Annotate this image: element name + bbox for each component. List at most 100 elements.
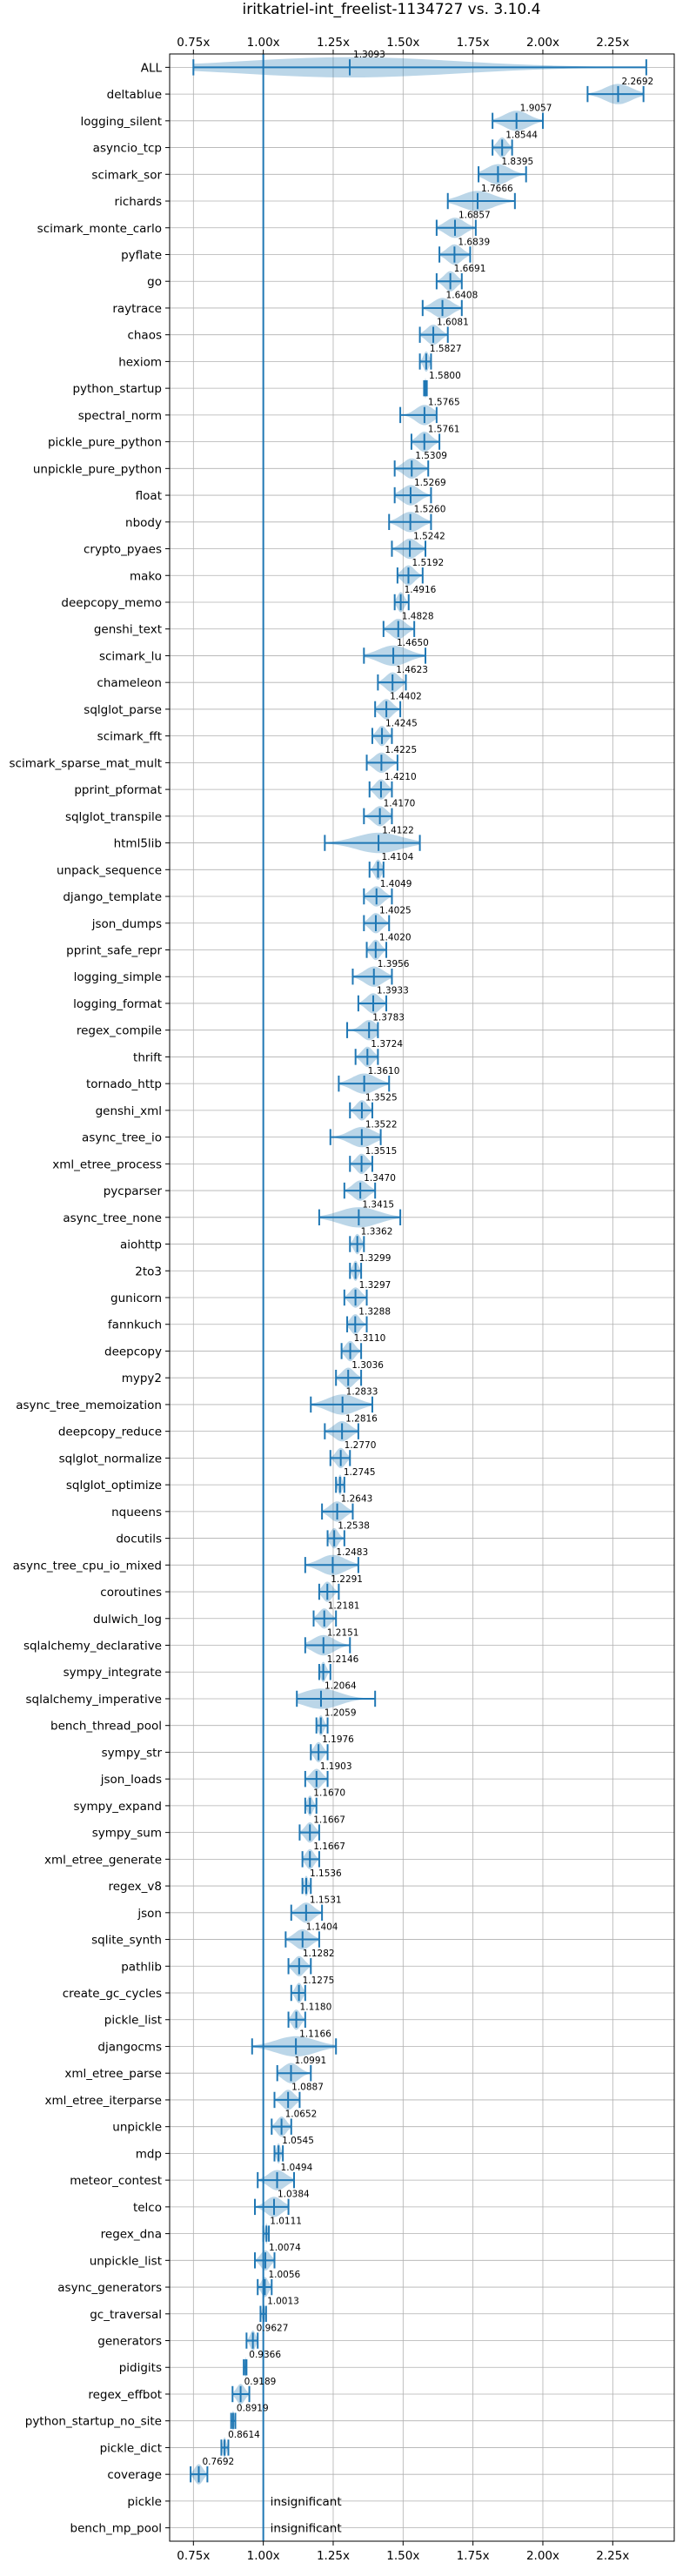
benchmark-label: pickle — [127, 2495, 162, 2509]
x-tick-label-top: 2.25x — [596, 36, 629, 50]
benchmark-label: docutils — [116, 1533, 162, 1546]
benchmark-label: async_tree_memoization — [16, 1399, 162, 1412]
benchmark-label: sqlglot_normalize — [59, 1452, 162, 1466]
insignificant-label: insignificant — [271, 2495, 342, 2509]
benchmark-label: sympy_sum — [92, 1827, 162, 1841]
value-label: 1.3515 — [365, 1146, 398, 1157]
value-label: 1.2151 — [327, 1627, 359, 1638]
benchmark-label: richards — [115, 195, 162, 209]
value-label: 1.0887 — [291, 2083, 324, 2093]
benchmark-label: sympy_expand — [73, 1800, 162, 1814]
benchmark-label: python_startup_no_site — [25, 2415, 162, 2429]
value-label: 1.1670 — [313, 1788, 345, 1799]
value-label: 0.9627 — [257, 2323, 289, 2333]
benchmark-label: nbody — [125, 516, 162, 530]
benchmark-label: dulwich_log — [93, 1613, 162, 1627]
benchmark-label: unpickle_pure_python — [33, 462, 162, 476]
benchmark-label: django_template — [63, 890, 162, 904]
value-label: 1.3297 — [359, 1280, 392, 1291]
value-label: 1.5309 — [415, 451, 447, 461]
value-label: 1.1536 — [310, 1868, 342, 1879]
value-label: 1.7666 — [481, 184, 513, 194]
benchmark-label: sqlglot_transpile — [65, 810, 162, 824]
benchmark-label: sqlite_synth — [91, 1934, 162, 1948]
x-tick-label-top: 1.00x — [247, 36, 280, 50]
value-label: 1.6691 — [454, 264, 486, 274]
benchmark-label: meteor_contest — [70, 2174, 162, 2188]
x-tick-label-bottom: 2.00x — [526, 2549, 559, 2563]
value-label: 1.4049 — [380, 879, 412, 889]
benchmark-label: crypto_pyaes — [84, 543, 162, 557]
benchmark-label: json_dumps — [91, 917, 162, 931]
benchmark-label: fannkuch — [108, 1318, 162, 1332]
value-label: 1.2181 — [328, 1601, 360, 1612]
value-label: 1.4623 — [396, 665, 428, 675]
benchmark-label: sympy_integrate — [64, 1666, 162, 1680]
value-label: 1.1282 — [303, 1949, 335, 1959]
x-tick-label-bottom: 1.75x — [457, 2549, 490, 2563]
value-label: 1.3610 — [368, 1066, 400, 1077]
benchmark-label: sqlalchemy_declarative — [23, 1640, 162, 1654]
benchmark-label: spectral_norm — [78, 409, 162, 423]
x-tick-label-bottom: 0.75x — [177, 2549, 210, 2563]
value-label: 1.2483 — [336, 1547, 368, 1558]
benchmark-label: sympy_str — [102, 1746, 163, 1760]
value-label: 1.6839 — [458, 237, 490, 247]
benchmark-label: pickle_list — [104, 2014, 162, 2028]
value-label: 1.2745 — [344, 1467, 376, 1478]
value-label: 1.2770 — [345, 1440, 377, 1451]
value-label: 1.3036 — [351, 1360, 384, 1371]
value-label: 1.2059 — [325, 1707, 357, 1718]
value-label: 1.3525 — [365, 1093, 398, 1104]
benchmark-label: unpickle_list — [90, 2254, 162, 2268]
benchmark-label: float — [136, 489, 162, 503]
value-label: 1.8544 — [505, 130, 538, 140]
benchmark-label: scimark_sor — [91, 168, 162, 182]
value-label: 1.1404 — [306, 1922, 338, 1932]
value-label: 1.3299 — [359, 1253, 392, 1264]
benchmark-label: pickle_pure_python — [48, 436, 162, 450]
value-label: 1.4650 — [397, 638, 429, 648]
benchmark-label: pprint_safe_repr — [66, 943, 162, 957]
x-tick-label-bottom: 2.25x — [596, 2549, 629, 2563]
benchmark-label: nqueens — [111, 1506, 162, 1519]
benchmark-label: sqlglot_optimize — [66, 1479, 162, 1493]
value-label: 1.1667 — [313, 1841, 345, 1852]
benchmark-label: html5lib — [114, 837, 162, 851]
benchmark-label: thrift — [133, 1050, 162, 1064]
value-label: 2.2692 — [621, 77, 653, 87]
x-tick-label-bottom: 1.00x — [247, 2549, 280, 2563]
benchmark-label: async_tree_cpu_io_mixed — [13, 1559, 162, 1573]
benchmark-label: chameleon — [97, 676, 162, 690]
value-label: 0.8614 — [228, 2430, 260, 2440]
value-label: 1.5269 — [414, 478, 446, 488]
value-label: 1.3362 — [361, 1226, 393, 1237]
benchmark-label: deltablue — [107, 88, 162, 102]
value-label: 1.6857 — [458, 211, 491, 221]
value-label: 1.4210 — [385, 772, 417, 782]
benchmark-label: ALL — [141, 61, 163, 75]
value-label: 1.3093 — [353, 50, 385, 60]
benchmark-label: regex_dna — [101, 2228, 162, 2242]
value-label: 1.4025 — [379, 906, 412, 916]
benchmark-label: json_loads — [100, 1773, 162, 1787]
benchmark-label: unpack_sequence — [57, 863, 162, 877]
value-label: 1.3724 — [371, 1039, 403, 1050]
benchmark-label: sqlalchemy_imperative — [26, 1693, 163, 1707]
value-label: 1.1903 — [320, 1761, 352, 1772]
benchmark-label: deepcopy — [104, 1345, 162, 1358]
value-label: 1.1180 — [300, 2002, 332, 2013]
benchmark-label: telco — [133, 2201, 162, 2215]
benchmark-label: unpickle — [112, 2121, 162, 2135]
benchmark-label: genshi_text — [94, 623, 162, 637]
benchmark-label: tornado_http — [86, 1077, 162, 1091]
benchmark-label: mypy2 — [122, 1372, 162, 1385]
benchmark-label: async_tree_none — [63, 1211, 162, 1225]
value-label: 1.0991 — [294, 2056, 326, 2066]
value-label: 1.1531 — [310, 1895, 342, 1906]
value-label: 1.4122 — [382, 825, 414, 835]
value-label: 1.1166 — [299, 2029, 331, 2039]
plot-frame — [169, 53, 675, 2542]
value-label: 0.8919 — [237, 2403, 269, 2413]
